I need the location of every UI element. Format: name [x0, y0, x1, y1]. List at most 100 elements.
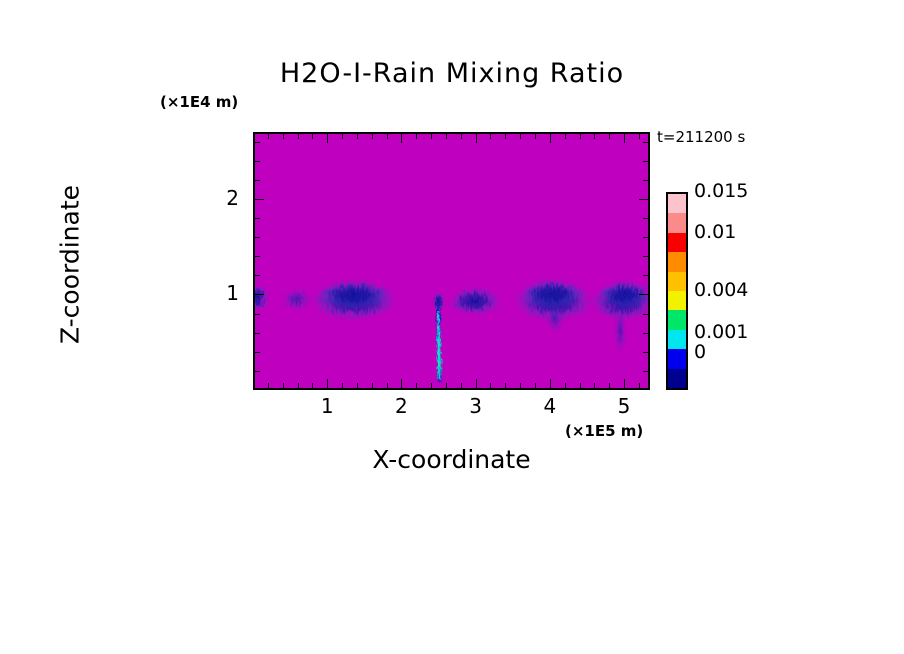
x-tick-bottom	[312, 383, 313, 388]
x-tick-top	[401, 134, 402, 143]
y-tick-right	[643, 352, 648, 353]
y-axis-title: Z-coordinate	[55, 184, 85, 345]
x-tick-bottom	[550, 379, 551, 388]
colorbar-tick-label: 0.004	[694, 279, 749, 301]
rain-mixing-ratio-field	[255, 134, 648, 388]
y-tick-right	[639, 294, 648, 295]
x-tick-top	[431, 134, 432, 139]
x-tick-label: 4	[543, 394, 557, 418]
x-tick-bottom	[283, 383, 284, 388]
x-tick-bottom	[401, 379, 402, 388]
colorbar-band	[668, 310, 686, 330]
y-axis-unit-label: (×1E4 m)	[160, 93, 239, 111]
y-tick-right	[639, 199, 648, 200]
x-tick-top	[490, 134, 491, 139]
x-axis-unit-label: (×1E5 m)	[565, 422, 644, 440]
y-tick-label: 1	[226, 281, 239, 306]
colorbar-band	[668, 213, 686, 233]
x-tick-label: 2	[395, 394, 408, 418]
y-tick-right	[643, 142, 648, 143]
colorbar-band	[668, 232, 686, 253]
y-tick-right	[643, 237, 648, 238]
x-tick-top	[609, 134, 610, 139]
x-tick-top	[624, 134, 625, 143]
y-tick-left	[255, 199, 264, 200]
y-tick-right	[643, 180, 648, 181]
colorbar-band	[668, 349, 686, 369]
x-tick-bottom	[490, 383, 491, 388]
x-tick-top	[342, 134, 343, 139]
x-tick-top	[505, 134, 506, 139]
x-tick-bottom	[520, 383, 521, 388]
x-tick-top	[327, 134, 328, 143]
x-tick-bottom	[327, 379, 328, 388]
x-tick-top	[283, 134, 284, 139]
y-tick-right	[643, 371, 648, 372]
x-tick-top	[416, 134, 417, 139]
x-tick-bottom	[580, 383, 581, 388]
x-tick-bottom	[624, 379, 625, 388]
y-tick-right	[643, 333, 648, 334]
x-tick-top	[594, 134, 595, 139]
x-tick-bottom	[298, 383, 299, 388]
y-tick-left	[255, 218, 260, 219]
x-tick-top	[387, 134, 388, 139]
x-tick-top	[639, 134, 640, 139]
x-tick-top	[476, 134, 477, 143]
colorbar-tick-label: 0.001	[694, 320, 749, 343]
y-tick-left	[255, 275, 260, 276]
y-tick-left	[255, 256, 260, 257]
colorbar-band	[668, 271, 686, 291]
x-tick-bottom	[431, 383, 432, 388]
x-tick-top	[550, 134, 551, 143]
y-tick-left	[255, 294, 264, 295]
x-tick-label: 5	[617, 394, 631, 418]
x-tick-top	[372, 134, 373, 139]
colorbar-tick-label: 0	[694, 341, 707, 364]
y-tick-left	[255, 352, 260, 353]
x-tick-bottom	[461, 383, 462, 388]
x-tick-top	[580, 134, 581, 139]
x-tick-bottom	[342, 383, 343, 388]
x-tick-bottom	[416, 383, 417, 388]
x-axis-title: X-coordinate	[372, 445, 531, 474]
x-tick-top	[298, 134, 299, 139]
x-tick-bottom	[639, 383, 640, 388]
y-tick-left	[255, 333, 260, 334]
x-tick-top	[535, 134, 536, 139]
x-tick-bottom	[357, 383, 358, 388]
y-tick-right	[643, 275, 648, 276]
colorbar-band	[668, 290, 686, 311]
x-tick-label: 3	[469, 394, 482, 418]
x-tick-bottom	[565, 383, 566, 388]
x-tick-bottom	[609, 383, 610, 388]
y-tick-right	[643, 218, 648, 219]
x-tick-top	[520, 134, 521, 139]
y-tick-left	[255, 371, 260, 372]
y-tick-right	[643, 314, 648, 315]
colorbar-band	[668, 194, 686, 214]
y-tick-label: 2	[226, 185, 239, 210]
x-tick-bottom	[446, 383, 447, 388]
colorbar-tick-label: 0.01	[694, 220, 737, 243]
x-tick-bottom	[372, 383, 373, 388]
x-tick-label: 1	[320, 394, 334, 418]
x-tick-top	[268, 134, 269, 139]
x-tick-bottom	[476, 379, 477, 388]
y-tick-left	[255, 180, 260, 181]
colorbar	[666, 192, 688, 390]
x-tick-bottom	[268, 383, 269, 388]
y-tick-left	[255, 237, 260, 238]
page-title: H2O-I-Rain Mixing Ratio	[279, 58, 625, 89]
x-tick-bottom	[535, 383, 536, 388]
x-tick-top	[461, 134, 462, 139]
colorbar-band	[668, 329, 686, 350]
colorbar-band	[668, 368, 686, 388]
x-tick-bottom	[505, 383, 506, 388]
y-tick-left	[255, 161, 260, 162]
x-tick-top	[312, 134, 313, 139]
y-tick-right	[643, 256, 648, 257]
x-tick-bottom	[594, 383, 595, 388]
x-tick-top	[446, 134, 447, 139]
